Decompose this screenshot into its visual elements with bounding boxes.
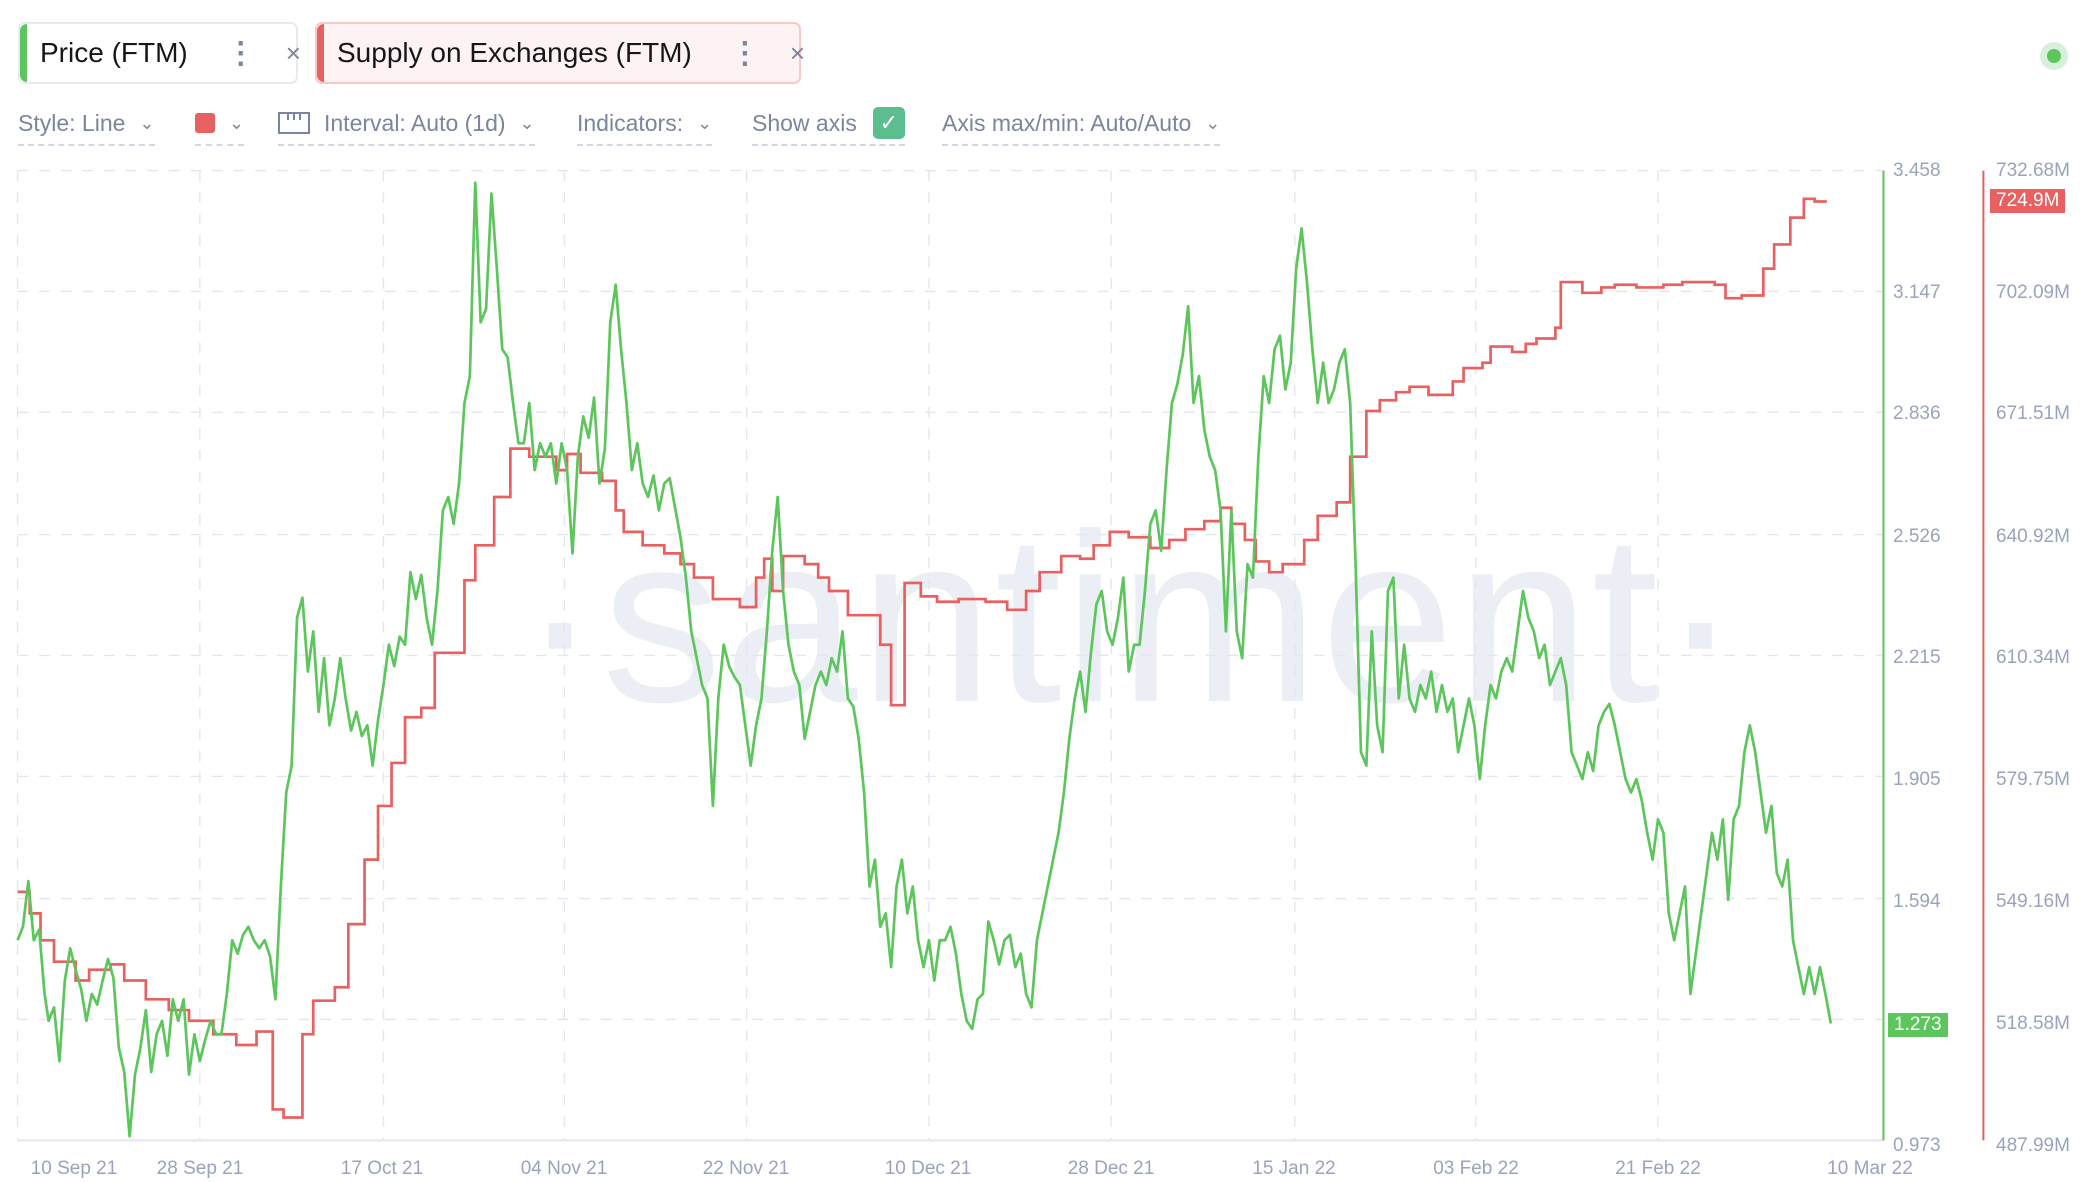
more-options-icon[interactable]: ⋮ <box>729 36 760 70</box>
price-tick: 2.215 <box>1893 647 1941 668</box>
chevron-down-icon: ⌄ <box>229 112 245 133</box>
chevron-down-icon: ⌄ <box>697 112 713 133</box>
supply-line <box>17 197 1827 1119</box>
supply-tick: 610.34M <box>1996 647 2070 668</box>
supply-tick: 732.68M <box>1996 160 2070 181</box>
x-tick: 17 Oct 21 <box>340 1158 424 1179</box>
close-icon[interactable]: × <box>789 37 805 68</box>
x-tick: 21 Feb 22 <box>1615 1158 1701 1179</box>
santiment-watermark: ·santiment· <box>520 484 1743 752</box>
price-tick: 1.594 <box>1893 891 1941 912</box>
price-tick: 0.973 <box>1893 1135 1941 1156</box>
show-axis-checkbox[interactable]: ✓ <box>872 107 905 139</box>
supply-color-bar <box>317 24 324 82</box>
supply-tick: 702.09M <box>1996 282 2070 303</box>
chevron-down-icon: ⌄ <box>1205 112 1221 133</box>
price-line <box>16 181 1833 1138</box>
more-options-icon[interactable]: ⋮ <box>225 36 256 70</box>
supply-tick: 487.99M <box>1996 1135 2070 1156</box>
supply-current-badge: 724.9M <box>1990 189 2066 213</box>
color-swatch <box>195 113 215 133</box>
supply-tick: 518.58M <box>1996 1013 2070 1034</box>
x-tick: 04 Nov 21 <box>520 1158 608 1179</box>
metric-chip-price[interactable]: Price (FTM) ⋮ × <box>18 22 301 84</box>
supply-tick: 671.51M <box>1996 403 2070 424</box>
interval-ruler-icon <box>278 112 310 134</box>
x-tick: 28 Sep 21 <box>156 1158 244 1179</box>
price-tick: 3.458 <box>1893 160 1941 181</box>
chevron-down-icon: ⌄ <box>519 112 535 133</box>
price-tick: 1.905 <box>1893 769 1941 790</box>
x-tick: 10 Mar 22 <box>1827 1158 1913 1179</box>
supply-tick: 579.75M <box>1996 769 2070 790</box>
grid <box>16 169 1884 1141</box>
metric-label: Supply on Exchanges (FTM) <box>337 37 692 68</box>
chevron-down-icon: ⌄ <box>139 112 155 133</box>
price-tick: 2.526 <box>1893 526 1941 547</box>
style-label: Style: Line <box>18 109 126 136</box>
x-tick: 10 Dec 21 <box>884 1158 972 1179</box>
price-tick: 2.836 <box>1893 403 1941 424</box>
axis-maxmin-label: Axis max/min: Auto/Auto <box>942 109 1192 136</box>
metric-label: Price (FTM) <box>40 37 188 68</box>
close-icon[interactable]: × <box>285 37 301 68</box>
indicators-label: Indicators: <box>577 109 684 136</box>
supply-tick: 640.92M <box>1996 526 2070 547</box>
x-tick: 10 Sep 21 <box>30 1158 118 1179</box>
interval-dropdown[interactable]: Interval: Auto (1d) ⌄ <box>278 106 535 146</box>
x-tick: 15 Jan 22 <box>1252 1158 1336 1179</box>
price-tick: 3.147 <box>1893 282 1941 303</box>
style-dropdown[interactable]: Style: Line ⌄ <box>18 106 155 146</box>
color-dropdown[interactable]: ⌄ <box>195 106 245 146</box>
indicators-dropdown[interactable]: Indicators: ⌄ <box>577 106 713 146</box>
x-tick: 22 Nov 21 <box>702 1158 790 1179</box>
status-online-icon <box>2040 42 2068 70</box>
price-color-bar <box>20 24 27 82</box>
price-current-badge: 1.273 <box>1888 1013 1948 1037</box>
show-axis-label: Show axis <box>752 109 857 136</box>
x-tick: 28 Dec 21 <box>1067 1158 1155 1179</box>
show-axis-toggle[interactable]: Show axis ✓ <box>752 106 905 146</box>
interval-label: Interval: Auto (1d) <box>324 109 506 136</box>
metric-chip-supply[interactable]: Supply on Exchanges (FTM) ⋮ × <box>315 22 805 84</box>
axis-maxmin-dropdown[interactable]: Axis max/min: Auto/Auto ⌄ <box>942 106 1221 146</box>
x-tick: 03 Feb 22 <box>1433 1158 1519 1179</box>
supply-tick: 549.16M <box>1996 891 2070 912</box>
